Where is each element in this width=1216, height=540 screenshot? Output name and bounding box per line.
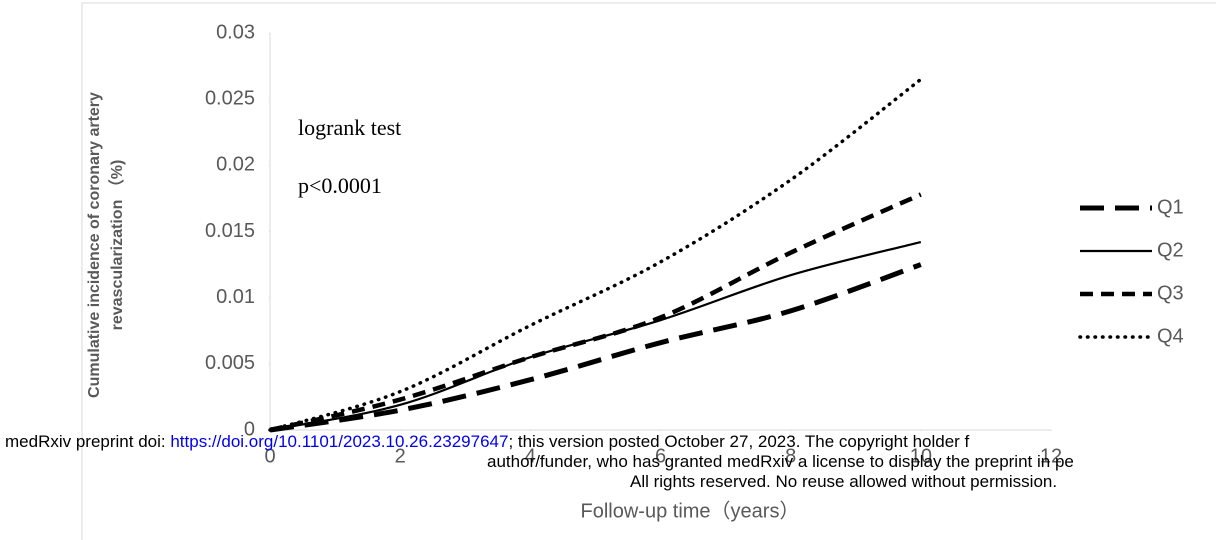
y-axis-label: revascularization （%) — [108, 160, 126, 331]
preprint-notice: author/funder, who has granted medRxiv a… — [487, 452, 1074, 471]
annotation: p<0.0001 — [298, 173, 382, 198]
legend-label: Q1 — [1157, 196, 1184, 218]
y-axis-label: Cumulative incidence of coronary artery — [86, 92, 103, 398]
x-tick-label: 0 — [264, 445, 275, 467]
x-tick-label: 6 — [655, 445, 666, 467]
notice-suffix: ; this version posted October 27, 2023. … — [508, 432, 969, 451]
y-tick-label: 0.02 — [216, 154, 255, 176]
x-tick-label: 12 — [1040, 445, 1062, 467]
x-tick-label: 10 — [910, 445, 932, 467]
legend-label: Q3 — [1157, 282, 1184, 304]
preprint-notice: All rights reserved. No reuse allowed wi… — [630, 472, 1057, 491]
y-tick-label: 0.01 — [216, 286, 255, 308]
series-line — [268, 77, 923, 432]
y-tick-label: 0.015 — [205, 220, 255, 242]
series-line — [269, 192, 922, 433]
preprint-notice: medRxiv preprint doi: https://doi.org/10… — [5, 432, 970, 451]
y-tick-label: 0.005 — [205, 352, 255, 374]
x-axis-label: Follow-up time（years） — [581, 499, 800, 522]
x-tick-label: 4 — [525, 445, 536, 467]
legend-label: Q2 — [1157, 239, 1184, 261]
notice-prefix: medRxiv preprint doi: — [5, 432, 170, 451]
y-tick-label: 0 — [244, 418, 255, 440]
x-tick-label: 8 — [785, 445, 796, 467]
series-line — [269, 262, 922, 433]
series-line — [269, 241, 922, 432]
chart-frame — [81, 2, 1216, 540]
x-tick-label: 2 — [395, 445, 406, 467]
annotation: logrank test — [298, 115, 401, 140]
y-tick-label: 0.03 — [216, 21, 255, 43]
y-tick-label: 0.025 — [205, 87, 255, 109]
legend-label: Q4 — [1157, 325, 1184, 347]
doi-link[interactable]: https://doi.org/10.1101/2023.10.26.23297… — [170, 432, 508, 451]
